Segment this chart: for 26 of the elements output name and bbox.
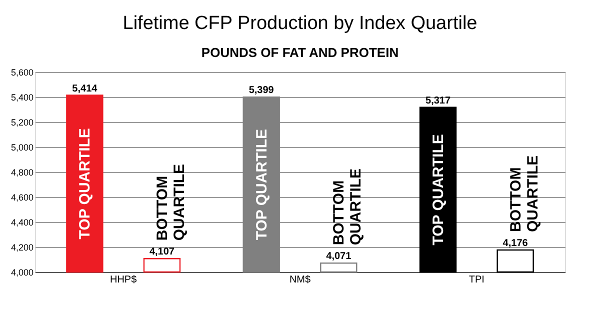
y-tick-label: 5,200 xyxy=(10,118,34,128)
text: TOP QUARTILE xyxy=(253,129,270,240)
text: TOP QUARTILE xyxy=(430,134,448,246)
y-tick-label: 4,200 xyxy=(10,242,34,252)
y-tick-label: 4,400 xyxy=(10,218,34,228)
y-tick-label: 4,800 xyxy=(10,168,34,178)
series-label: TOP QUARTILE xyxy=(76,128,94,240)
chart-title: Lifetime CFP Production by Index Quartile xyxy=(122,13,478,34)
y-tick-label: 5,000 xyxy=(10,142,34,152)
text: BOTTOM QUARTILE xyxy=(154,164,188,241)
y-tick-label: 5,600 xyxy=(10,68,34,78)
data-label: 4,107 xyxy=(149,246,175,258)
data-label: 4,071 xyxy=(326,251,352,262)
data-label: 5,399 xyxy=(248,85,274,96)
x-tick-label: TPI xyxy=(468,274,484,286)
text: BOTTOM QUARTILE xyxy=(330,168,365,246)
data-label: 4,176 xyxy=(502,238,528,249)
y-tick-label: 4,000 xyxy=(10,268,34,278)
y-tick-label: 5,400 xyxy=(10,92,34,102)
x-tick-label: HHP$ xyxy=(110,274,138,286)
chart-subtitle: POUNDS OF FAT AND PROTEIN xyxy=(201,45,399,60)
data-label: 5,414 xyxy=(72,83,98,94)
x-tick-label: NM$ xyxy=(289,274,311,286)
data-label: 5,317 xyxy=(426,95,451,106)
y-tick-label: 4,600 xyxy=(10,192,34,202)
text: BOTTOM QUARTILE xyxy=(507,155,542,232)
